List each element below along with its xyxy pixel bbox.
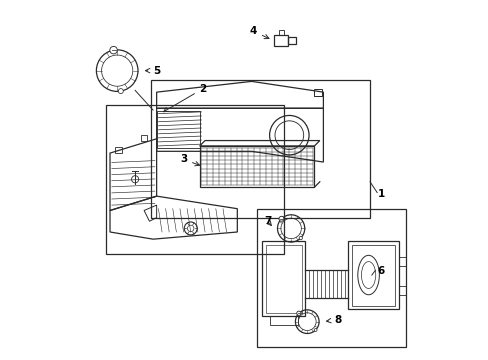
Circle shape	[118, 89, 123, 94]
Text: 3: 3	[180, 154, 199, 166]
Text: 4: 4	[249, 26, 268, 39]
Text: 6: 6	[376, 266, 384, 276]
Circle shape	[110, 46, 117, 54]
Bar	[265, 244, 301, 313]
Bar	[314, 89, 321, 96]
Bar	[351, 244, 394, 306]
Bar	[348, 241, 398, 309]
Bar	[257, 209, 405, 347]
Circle shape	[131, 176, 139, 183]
Circle shape	[299, 237, 302, 240]
Circle shape	[187, 225, 194, 231]
Bar	[278, 31, 284, 35]
Bar	[140, 135, 147, 140]
Bar	[262, 241, 305, 316]
Bar	[115, 147, 122, 153]
Bar	[274, 35, 287, 45]
Text: 1: 1	[377, 189, 385, 199]
Bar	[398, 257, 405, 266]
Bar	[199, 146, 314, 187]
Circle shape	[296, 311, 301, 315]
Text: 2: 2	[163, 84, 206, 112]
Circle shape	[314, 329, 316, 332]
Bar	[156, 111, 199, 148]
Bar	[151, 80, 369, 218]
Text: 7: 7	[264, 216, 271, 226]
Bar	[398, 286, 405, 295]
Circle shape	[184, 222, 197, 235]
Text: 5: 5	[145, 66, 160, 76]
Bar	[287, 37, 295, 44]
Text: 8: 8	[326, 315, 341, 325]
Circle shape	[279, 216, 284, 221]
Bar	[269, 316, 298, 325]
Bar	[106, 105, 284, 253]
